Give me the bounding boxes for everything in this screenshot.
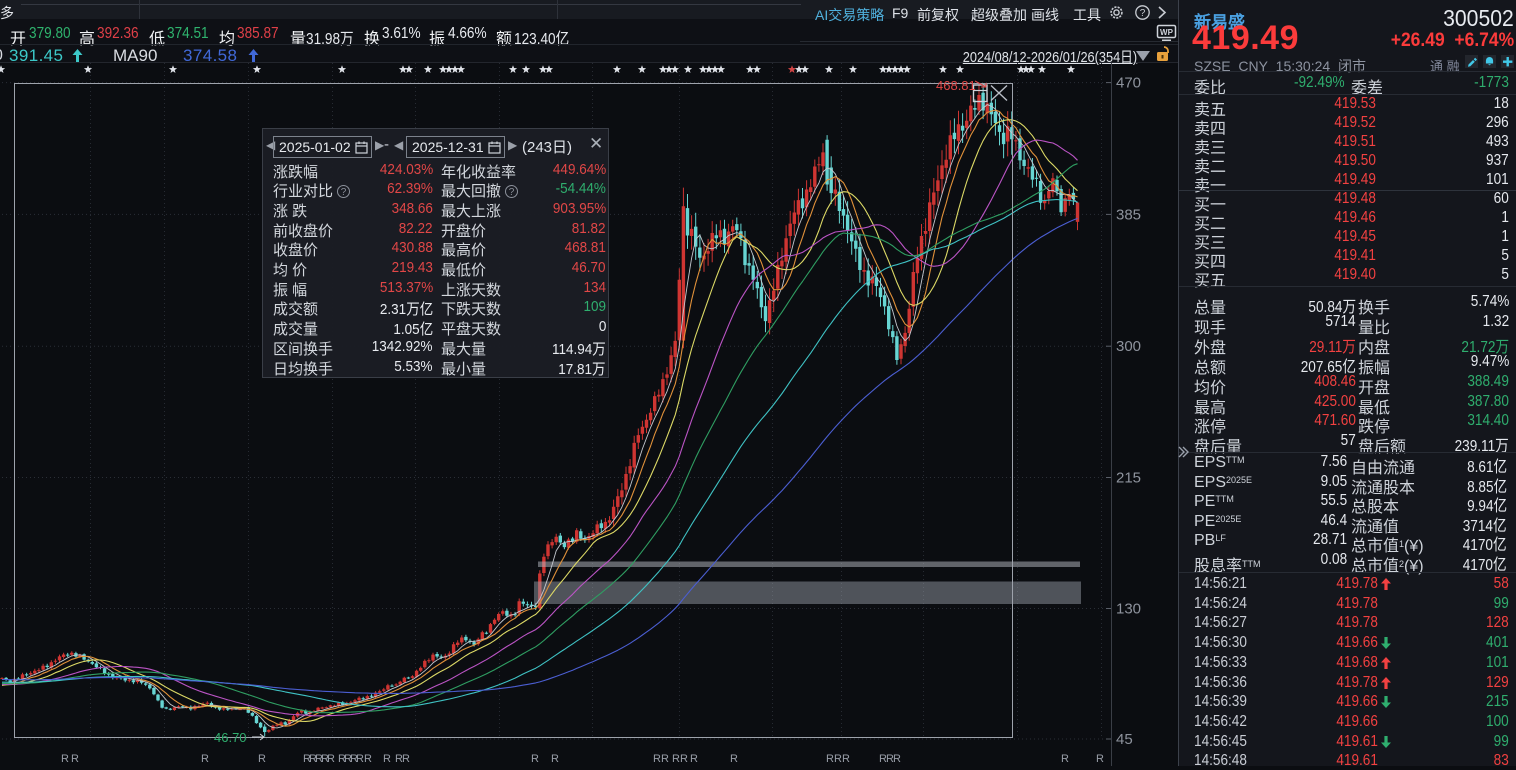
svg-text:46.70: 46.70: [214, 730, 247, 745]
svg-text:R: R: [344, 753, 352, 765]
svg-text:R: R: [350, 753, 358, 765]
svg-text:R: R: [395, 753, 403, 765]
svg-text:R: R: [680, 753, 688, 765]
svg-text:R: R: [886, 753, 894, 765]
svg-text:468.81: 468.81: [936, 78, 976, 93]
svg-text:R: R: [315, 753, 323, 765]
svg-text:R: R: [402, 753, 410, 765]
svg-text:?: ?: [1140, 8, 1146, 19]
svg-text:R: R: [879, 753, 887, 765]
svg-text:R: R: [364, 753, 372, 765]
svg-text:300: 300: [1116, 338, 1141, 355]
svg-text:R: R: [834, 753, 842, 765]
svg-text:R: R: [201, 753, 209, 765]
svg-text:R: R: [327, 753, 335, 765]
svg-text:R: R: [303, 753, 311, 765]
svg-text:470: 470: [1116, 75, 1141, 92]
svg-text:R: R: [690, 753, 698, 765]
svg-text:R: R: [1061, 753, 1069, 765]
svg-text:R: R: [356, 753, 364, 765]
svg-text:R: R: [1096, 753, 1104, 765]
svg-text:R: R: [61, 753, 69, 765]
svg-text:215: 215: [1116, 470, 1141, 487]
svg-text:R: R: [383, 753, 391, 765]
svg-text:WP: WP: [1160, 28, 1174, 37]
svg-text:130: 130: [1116, 601, 1141, 618]
svg-text:R: R: [71, 753, 79, 765]
svg-text:R: R: [531, 753, 539, 765]
svg-text:385: 385: [1116, 206, 1141, 223]
svg-text:R: R: [661, 753, 669, 765]
svg-text:R: R: [730, 753, 738, 765]
svg-text:R: R: [551, 753, 559, 765]
svg-text:R: R: [338, 753, 346, 765]
svg-text:R: R: [672, 753, 680, 765]
svg-text:R: R: [258, 753, 266, 765]
svg-text:R: R: [653, 753, 661, 765]
svg-text:45: 45: [1116, 731, 1133, 748]
svg-text:R: R: [309, 753, 317, 765]
svg-text:R: R: [826, 753, 834, 765]
svg-text:R: R: [842, 753, 850, 765]
svg-text:R: R: [321, 753, 329, 765]
svg-text:R: R: [893, 753, 901, 765]
